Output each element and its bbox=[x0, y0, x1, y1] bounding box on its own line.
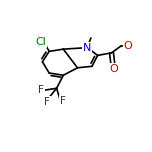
Text: Cl: Cl bbox=[36, 37, 46, 47]
Text: O: O bbox=[123, 41, 132, 51]
Text: N: N bbox=[83, 43, 91, 53]
Text: O: O bbox=[109, 64, 118, 74]
Text: F: F bbox=[38, 85, 44, 95]
Text: F: F bbox=[44, 97, 50, 107]
Text: F: F bbox=[60, 96, 66, 106]
